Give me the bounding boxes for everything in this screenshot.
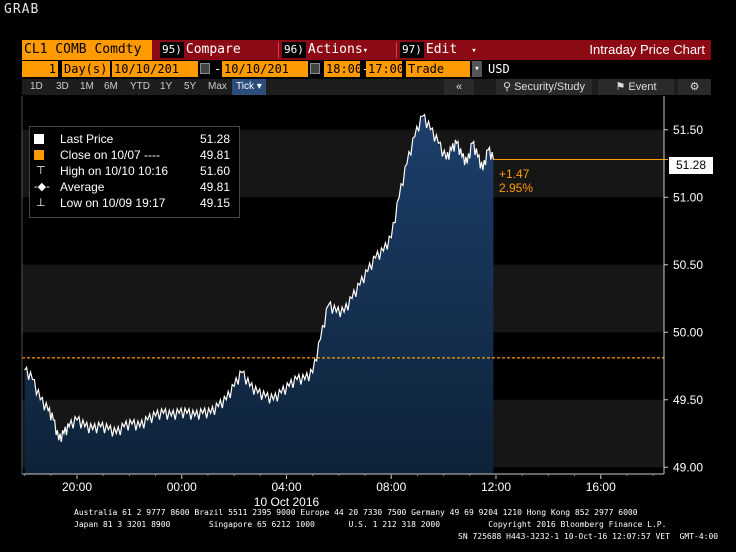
y-tick-label: 51.50: [673, 123, 703, 137]
white-box-icon: [34, 134, 44, 144]
actions-label: Actions: [307, 42, 363, 57]
period-toolbar: 1D 3D 1M 6M YTD 1Y 5Y Max Tick ▾ « ⚲ Sec…: [22, 79, 711, 95]
legend-value: 49.81: [199, 148, 230, 162]
period-button-1y[interactable]: 1Y: [160, 81, 173, 92]
compare-label: Compare: [185, 42, 241, 57]
tick-select[interactable]: Tick ▾: [232, 79, 266, 95]
legend-row-close: Close on 10/07 ---- 49.81: [34, 147, 234, 163]
edit-dropdown-icon: ▾: [471, 46, 477, 56]
legend-row-low: ⊥ Low on 10/09 19:17 49.15: [34, 195, 234, 211]
security-study-button[interactable]: ⚲ Security/Study: [496, 79, 592, 95]
event-button[interactable]: ⚑ Event: [598, 79, 674, 95]
security-study-icon: ⚲: [502, 81, 515, 93]
x-axis-label: 10 Oct 2016: [254, 495, 320, 508]
footer-contacts-2: Japan 81 3 3201 8900 Singapore 65 6212 1…: [74, 520, 667, 529]
actions-dropdown-icon: ▾: [362, 46, 369, 56]
start-date-input[interactable]: 10/10/201: [112, 61, 198, 77]
gear-icon[interactable]: ⚙: [678, 79, 711, 95]
edit-button[interactable]: 97) Edit ▾: [400, 40, 477, 60]
legend-value: 49.81: [199, 180, 230, 194]
date-separator: -: [214, 62, 222, 76]
period-count-input[interactable]: 1: [22, 61, 58, 77]
legend-label: Average: [60, 180, 105, 194]
period-button-6m[interactable]: 6M: [104, 81, 118, 92]
currency-label: USD: [488, 62, 510, 76]
x-axis: 20:00 00:00 04:00 08:00 12:00 16:00 10 Oct 201…: [24, 474, 654, 508]
actions-shortcut: 96): [282, 42, 306, 58]
legend-row-last-price: Last Price 51.28: [34, 131, 234, 147]
x-tick-label: 04:00: [271, 480, 301, 494]
event-label: Event: [628, 81, 657, 93]
compare-button[interactable]: 95) Compare: [160, 40, 241, 60]
legend-value: 49.15: [199, 196, 230, 210]
orange-box-icon: [34, 150, 44, 160]
legend-label: Last Price: [60, 132, 114, 146]
price-line: [24, 113, 494, 442]
calendar-icon[interactable]: [200, 63, 210, 74]
price-area-fill: [24, 116, 494, 474]
y-tick-label: 50.00: [673, 325, 703, 339]
calendar-icon[interactable]: [310, 63, 320, 74]
change-percent: 2.95%: [499, 181, 534, 195]
flag-icon: ⚑: [615, 81, 629, 93]
x-tick-label: 16:00: [586, 480, 616, 494]
change-annotation: +1.47 2.95%: [499, 167, 533, 195]
back-button[interactable]: «: [444, 79, 474, 95]
period-button-1m[interactable]: 1M: [80, 81, 94, 92]
change-value: +1.47: [499, 167, 530, 181]
period-button-3d[interactable]: 3D: [56, 81, 69, 92]
toolbar-divider: [278, 42, 279, 58]
legend-label: High on 10/10 10:16: [60, 164, 169, 178]
price-area: [24, 116, 494, 474]
period-unit-select[interactable]: Day(s): [62, 61, 110, 77]
chart-legend[interactable]: Last Price 51.28 Close on 10/07 ---- 49.…: [29, 126, 240, 218]
chevron-down-icon[interactable]: ▾: [472, 61, 482, 77]
high-marker-icon: ⊤: [36, 165, 46, 177]
price-chart[interactable]: 49.00 49.50 50.00 50.50 51.00 51.50 20:00 00:0…: [0, 96, 736, 508]
edit-label: Edit: [425, 42, 458, 57]
y-tick-label: 51.00: [673, 190, 703, 204]
toolbar-divider: [396, 42, 397, 58]
period-button-max[interactable]: Max: [208, 81, 227, 92]
x-tick-label: 20:00: [62, 480, 92, 494]
last-price-series: [24, 113, 494, 442]
footer-contacts-1: Australia 61 2 9777 8600 Brazil 5511 239…: [74, 508, 638, 517]
legend-value: 51.28: [199, 132, 230, 146]
y-axis: 49.00 49.50 50.00 50.50 51.00 51.50: [664, 123, 703, 474]
edit-shortcut: 97): [400, 42, 424, 58]
legend-row-high: ⊤ High on 10/10 10:16 51.60: [34, 163, 234, 179]
low-marker-icon: ⊥: [36, 197, 46, 209]
y-tick-label: 50.50: [673, 258, 703, 272]
period-button-5y[interactable]: 5Y: [184, 81, 197, 92]
legend-value: 51.60: [199, 164, 230, 178]
date-range-bar: 1 Day(s) 10/10/201 - 10/10/201 18:00 - 1…: [22, 61, 711, 77]
last-price-label: 51.28: [669, 157, 713, 174]
y-tick-label: 49.00: [673, 460, 703, 474]
screen-label: GRAB: [4, 2, 40, 17]
legend-label: Low on 10/09 19:17: [60, 196, 166, 210]
period-button-1d[interactable]: 1D: [30, 81, 43, 92]
trade-mode-select[interactable]: Trade: [406, 61, 470, 77]
start-time-input[interactable]: 18:00: [324, 61, 363, 77]
actions-button[interactable]: 96) Actions▾: [282, 40, 368, 60]
x-tick-label: 00:00: [167, 480, 197, 494]
legend-row-average: -◆- Average 49.81: [34, 179, 234, 195]
y-tick-label: 49.50: [673, 393, 703, 407]
x-tick-label: 12:00: [481, 480, 511, 494]
time-separator: -: [362, 61, 369, 77]
end-date-input[interactable]: 10/10/201: [222, 61, 308, 77]
compare-shortcut: 95): [160, 42, 184, 58]
average-marker-icon: -◆-: [34, 181, 50, 193]
security-study-label: Security/Study: [514, 81, 586, 93]
footer-session-info: SN 725688 H443-3232-1 10-Oct-16 12:07:57…: [458, 532, 719, 541]
ticker-field[interactable]: CL1 COMB Comdty: [22, 40, 152, 60]
period-button-ytd[interactable]: YTD: [130, 81, 150, 92]
chart-title: Intraday Price Chart: [589, 42, 705, 57]
end-time-input[interactable]: 17:00: [366, 61, 405, 77]
legend-label: Close on 10/07 ----: [60, 148, 161, 162]
x-tick-label: 08:00: [376, 480, 406, 494]
command-toolbar: CL1 COMB Comdty 95) Compare 96) Actions▾ 9…: [22, 40, 711, 60]
reference-line: [22, 158, 668, 359]
